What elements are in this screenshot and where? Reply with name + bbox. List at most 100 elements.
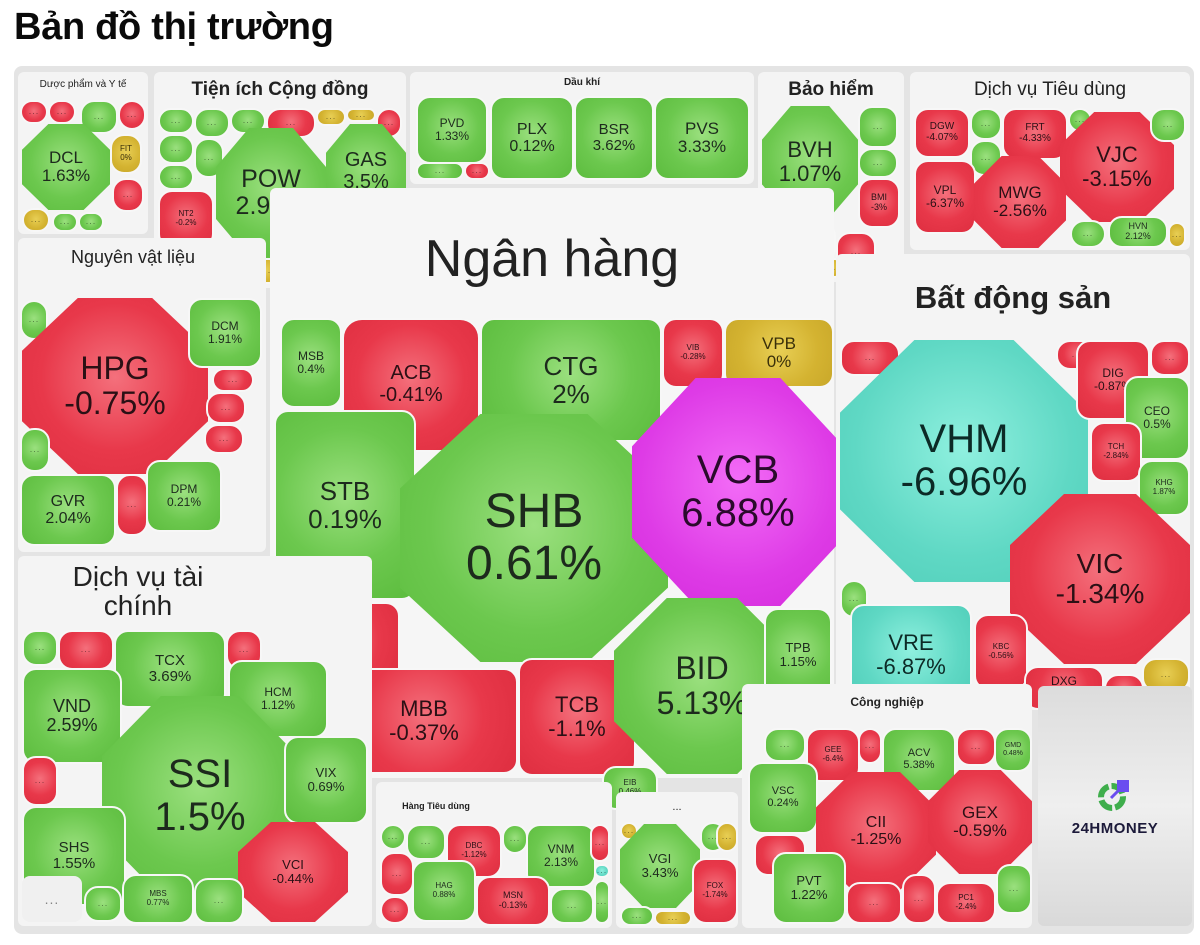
stock-tile-PVD[interactable]: PVD 1.33%: [416, 96, 488, 164]
stock-tile-VIB[interactable]: VIB -0.28%: [662, 318, 724, 388]
stock-tile[interactable]: ...: [902, 874, 936, 924]
stock-tile[interactable]: ...: [380, 852, 414, 896]
sector-materials[interactable]: Nguyên vật liệu ... HPG -0.75% DCM 1.91% .…: [18, 238, 266, 552]
stock-tile[interactable]: ...: [194, 108, 230, 138]
stock-tile[interactable]: ...: [846, 882, 902, 924]
stock-tile[interactable]: ...: [116, 474, 148, 536]
stock-tile-GMD[interactable]: GMD 0.48%: [994, 728, 1032, 772]
stock-tile-MSB[interactable]: MSB 0.4%: [280, 318, 342, 408]
stock-tile-MBS[interactable]: MBS 0.77%: [122, 874, 194, 924]
stock-tile[interactable]: ...: [1150, 340, 1190, 376]
stock-tile[interactable]: ...: [620, 906, 654, 926]
stock-tile[interactable]: ...: [858, 148, 898, 178]
sector-other[interactable]: ... ... VGI 3.43% ... ... FOX -1.74% ... .…: [616, 792, 738, 928]
stock-tile-VCI[interactable]: VCI -0.44%: [238, 822, 348, 922]
stock-tile[interactable]: ...: [858, 728, 882, 764]
stock-tile[interactable]: ...: [590, 824, 610, 862]
stock-tile[interactable]: ...: [158, 164, 194, 190]
stock-tile-KBC[interactable]: KBC -0.56%: [974, 614, 1028, 690]
stock-tile[interactable]: ...: [764, 728, 806, 762]
stock-tile[interactable]: ...: [22, 630, 58, 666]
stock-tile-VCB[interactable]: VCB 6.88%: [632, 378, 844, 606]
stock-tile-SHB[interactable]: SHB 0.61%: [400, 414, 668, 662]
stock-tile-TCH[interactable]: TCH -2.84%: [1090, 422, 1142, 482]
stock-tile[interactable]: ...: [22, 756, 58, 806]
stock-tile-HPG[interactable]: HPG -0.75%: [22, 298, 208, 474]
sector-finance[interactable]: Dịch vụ tài chính ... ... TCX 3.69% ... V…: [18, 556, 372, 926]
stock-tile[interactable]: ...: [20, 100, 48, 124]
stock-tile[interactable]: ...: [206, 392, 246, 424]
stock-tile[interactable]: ...: [194, 878, 244, 924]
stock-tile-VPL[interactable]: VPL -6.37%: [914, 160, 976, 234]
stock-tile-HAG[interactable]: HAG 0.88%: [412, 860, 476, 922]
stock-tile[interactable]: ...: [1168, 222, 1186, 248]
stock-tile[interactable]: ...: [158, 108, 194, 134]
stock-tile[interactable]: ...: [380, 824, 406, 850]
stock-tile-MWG[interactable]: MWG -2.56%: [974, 156, 1066, 248]
stock-tile-FRT[interactable]: FRT -4.33%: [1002, 108, 1068, 160]
stock-tile-HVN[interactable]: HVN 2.12%: [1108, 216, 1168, 248]
stock-tile-DCM[interactable]: DCM 1.91%: [188, 298, 262, 368]
stock-tile[interactable]: ...: [858, 106, 898, 148]
stock-tile-PVS[interactable]: PVS 3.33%: [654, 96, 750, 180]
stock-tile[interactable]: ...: [1150, 108, 1186, 142]
stock-tile[interactable]: ...: [654, 910, 692, 926]
stock-tile-MSN[interactable]: MSN -0.13%: [476, 876, 550, 926]
stock-tile[interactable]: ...: [406, 824, 446, 860]
other-corner[interactable]: ...: [22, 876, 82, 922]
stock-tile[interactable]: ...: [970, 108, 1002, 140]
stock-tile-FOX[interactable]: FOX -1.74%: [692, 858, 738, 924]
stock-tile[interactable]: ...: [996, 864, 1032, 914]
stock-tile-CEO[interactable]: CEO 0.5%: [1124, 376, 1190, 460]
sector-realestate[interactable]: Bất động sản ... VHM-6.96% ... DIG-0.87%…: [836, 254, 1190, 710]
stock-tile-VIC[interactable]: VIC -1.34%: [1010, 494, 1190, 664]
stock-tile[interactable]: ...: [78, 212, 104, 232]
sector-oil[interactable]: Dầu khí PVD 1.33% ... ... PLX 0.12% BSR 3.6…: [410, 72, 754, 184]
stock-tile-VGI[interactable]: VGI 3.43%: [620, 824, 700, 908]
stock-tile-FIT[interactable]: FIT 0%: [110, 134, 142, 174]
stock-tile[interactable]: ...: [1070, 220, 1106, 248]
stock-tile[interactable]: ...: [22, 208, 50, 232]
stock-tile[interactable]: ...: [550, 888, 594, 924]
stock-tile[interactable]: ...: [20, 300, 48, 340]
stock-tile[interactable]: ...: [58, 630, 114, 670]
sector-consumer-services[interactable]: Dịch vụ Tiêu dùng DGW -4.07% ... ... FRT -…: [910, 72, 1190, 250]
stock-tile-BSR[interactable]: BSR 3.62%: [574, 96, 654, 180]
stock-tile-VND[interactable]: VND 2.59%: [22, 668, 122, 764]
stock-tile[interactable]: ...: [48, 100, 76, 124]
stock-tile-GEX[interactable]: GEX -0.59%: [928, 770, 1032, 874]
stock-tile[interactable]: ...: [716, 822, 738, 852]
stock-tile[interactable]: ...: [956, 728, 996, 766]
stock-tile[interactable]: ...: [212, 368, 254, 392]
stock-tile-DGW[interactable]: DGW -4.07%: [914, 108, 970, 158]
stock-tile[interactable]: ...: [84, 886, 122, 922]
stock-tile[interactable]: ...: [464, 162, 490, 180]
sector-industrials[interactable]: Công nghiệp ... GEE -6.4% ... ACV 5.38% ..…: [742, 684, 1032, 928]
stock-tile[interactable]: ...: [118, 100, 146, 130]
stock-tile-VPB[interactable]: VPB 0%: [724, 318, 834, 388]
stock-tile-VSC[interactable]: VSC 0.24%: [748, 762, 818, 834]
stock-tile[interactable]: ...: [20, 428, 50, 472]
stock-tile-PLX[interactable]: PLX 0.12%: [490, 96, 574, 180]
sector-title: Nguyên vật liệu: [70, 247, 196, 267]
sector-pharma[interactable]: Dược phẩm và Y tế ... ... ... ... DCL 1.6…: [18, 72, 148, 234]
stock-tile[interactable]: ...: [346, 108, 376, 122]
stock-tile[interactable]: ...: [158, 134, 194, 164]
stock-tile-BMI[interactable]: BMI -3%: [858, 178, 900, 228]
stock-tile[interactable]: ...: [380, 896, 410, 924]
stock-tile-PVT[interactable]: PVT 1.22%: [772, 852, 846, 924]
stock-tile-DCL[interactable]: DCL 1.63%: [22, 124, 110, 210]
stock-tile[interactable]: ...: [52, 212, 78, 232]
stock-tile-VIX[interactable]: VIX 0.69%: [284, 736, 368, 824]
stock-tile[interactable]: ...: [416, 162, 464, 180]
stock-tile[interactable]: ...: [502, 824, 528, 854]
sector-consumer-goods[interactable]: Hàng Tiêu dùng ... ... DBC -1.12% ... VNM…: [376, 782, 612, 928]
stock-tile-PC1[interactable]: PC1 -2.4%: [936, 882, 996, 924]
stock-tile[interactable]: ...: [112, 178, 144, 212]
stock-tile[interactable]: ...: [316, 108, 346, 126]
stock-tile[interactable]: ...: [204, 424, 244, 454]
stock-tile-DPM[interactable]: DPM 0.21%: [146, 460, 222, 532]
stock-tile-GVR[interactable]: GVR 2.04%: [20, 474, 116, 546]
stock-tile[interactable]: ...: [594, 864, 610, 878]
stock-tile[interactable]: ...: [594, 880, 610, 924]
